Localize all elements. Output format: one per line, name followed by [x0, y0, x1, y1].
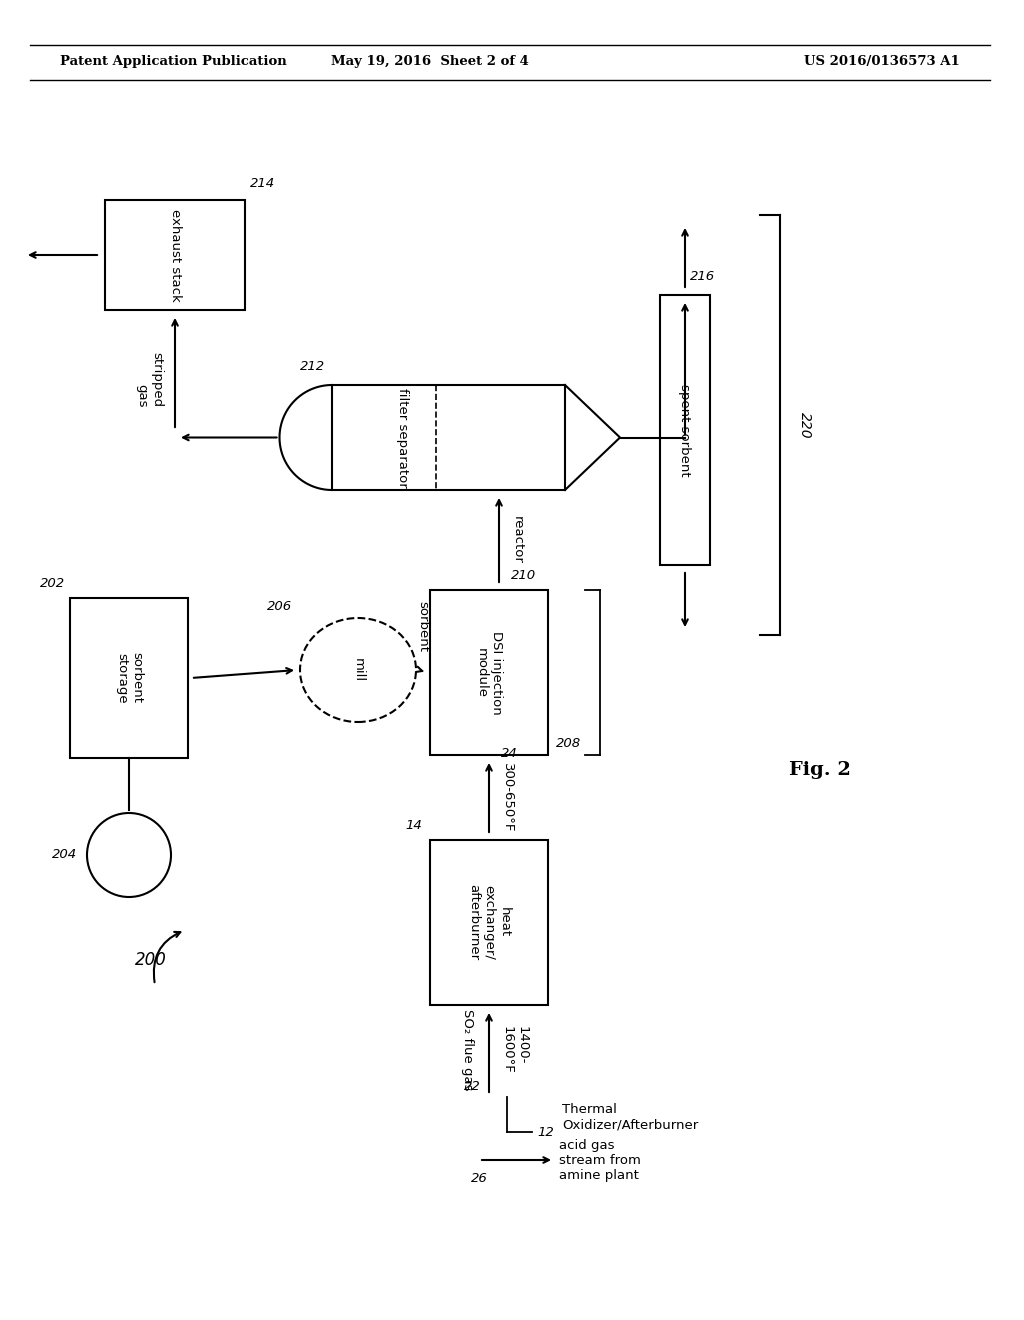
- Bar: [332, 385, 565, 490]
- Text: 200: 200: [135, 950, 167, 969]
- Text: US 2016/0136573 A1: US 2016/0136573 A1: [804, 55, 961, 69]
- Bar: [660, 294, 710, 565]
- Text: stripped
gas: stripped gas: [135, 352, 163, 408]
- Text: SO₂ flue gas: SO₂ flue gas: [461, 1010, 474, 1090]
- Text: mill: mill: [351, 657, 365, 682]
- Text: 26: 26: [471, 1172, 487, 1185]
- Text: filter separator: filter separator: [396, 388, 409, 487]
- Text: 22: 22: [464, 1080, 481, 1093]
- Text: exhaust stack: exhaust stack: [169, 209, 181, 301]
- Text: reactor: reactor: [511, 516, 524, 564]
- Text: 12: 12: [537, 1126, 554, 1138]
- Text: acid gas
stream from
amine plant: acid gas stream from amine plant: [559, 1138, 641, 1181]
- Text: 1400-
1600°F: 1400- 1600°F: [501, 1026, 529, 1074]
- Text: Patent Application Publication: Patent Application Publication: [60, 55, 287, 69]
- Text: 210: 210: [511, 569, 537, 582]
- Text: heat
exchanger/
afterburner: heat exchanger/ afterburner: [468, 884, 511, 961]
- Text: Fig. 2: Fig. 2: [790, 762, 851, 779]
- Bar: [105, 201, 245, 310]
- Ellipse shape: [300, 618, 416, 722]
- Bar: [70, 598, 188, 758]
- Text: sorbent: sorbent: [417, 601, 429, 652]
- Text: 214: 214: [250, 177, 275, 190]
- Text: 202: 202: [40, 577, 65, 590]
- Bar: [430, 590, 548, 755]
- Text: 208: 208: [556, 737, 582, 750]
- Text: 216: 216: [690, 271, 715, 282]
- Text: Thermal
Oxidizer/Afterburner: Thermal Oxidizer/Afterburner: [562, 1104, 698, 1131]
- Bar: [430, 840, 548, 1005]
- Text: 14: 14: [406, 818, 422, 832]
- Text: 220: 220: [798, 412, 812, 438]
- Text: 212: 212: [300, 360, 326, 374]
- Text: 204: 204: [52, 849, 77, 862]
- Text: DSI injection
module: DSI injection module: [475, 631, 503, 714]
- Text: sorbent
storage: sorbent storage: [115, 652, 143, 704]
- Text: spent sorbent: spent sorbent: [679, 384, 691, 477]
- Text: 300-650°F: 300-650°F: [501, 763, 514, 832]
- Text: 24: 24: [501, 747, 518, 760]
- Text: May 19, 2016  Sheet 2 of 4: May 19, 2016 Sheet 2 of 4: [331, 55, 529, 69]
- Text: 206: 206: [267, 601, 292, 612]
- Circle shape: [87, 813, 171, 898]
